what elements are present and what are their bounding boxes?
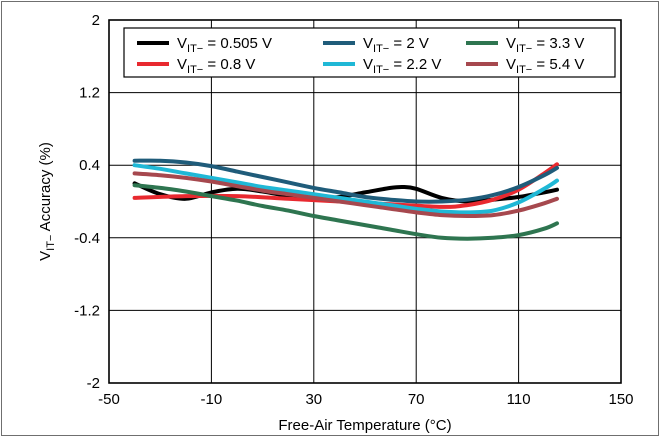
tick-labels: -50 -10 30 70 110 150 -2 -1.2 -0.4 0.4 1.2 2 — [74, 12, 633, 408]
y-axis-label-sub: IT− — [45, 235, 57, 251]
y-tick-label: 2 — [92, 12, 100, 29]
legend: VIT− = 0.505 V VIT− = 2 V VIT− = 3.3 VVIT−… — [123, 27, 616, 78]
series-line-5 — [132, 171, 559, 218]
x-tick-label: 150 — [608, 391, 633, 408]
series-line-2 — [132, 158, 559, 204]
y-axis-label-main: V — [37, 251, 54, 261]
legend-label-3: VIT− = 2.2 V — [363, 56, 441, 76]
x-tick-label: -10 — [201, 391, 223, 408]
y-tick-label: -2 — [87, 375, 100, 392]
x-tick-label: -50 — [98, 391, 120, 408]
plot-area-border — [108, 19, 622, 384]
y-tick-label: 0.4 — [79, 157, 100, 174]
x-axis-label: Free-Air Temperature (°C) — [278, 417, 451, 434]
y-tick-label: -1.2 — [74, 302, 100, 319]
legend-label-5: VIT− = 5.4 V — [506, 56, 584, 76]
y-axis-label-rest: Accuracy (%) — [37, 142, 54, 235]
legend-box — [123, 27, 616, 78]
x-tick-label: 30 — [305, 391, 322, 408]
legend-label-2: VIT− = 2 V — [363, 35, 429, 55]
x-tick-label: 110 — [507, 391, 531, 408]
grid-lines — [109, 20, 621, 383]
y-tick-label: 1.2 — [79, 85, 100, 102]
series-line-4 — [132, 183, 559, 241]
legend-label-0: VIT− = 0.505 V — [177, 35, 272, 55]
x-tick-label: 70 — [408, 391, 425, 408]
data-series — [132, 158, 559, 241]
y-tick-label: -0.4 — [74, 230, 100, 247]
y-axis-label: VIT− Accuracy (%) — [37, 142, 57, 261]
series-line-1 — [132, 162, 559, 209]
legend-label-1: VIT− = 0.8 V — [177, 56, 255, 76]
series-line-3 — [132, 163, 559, 215]
legend-label-4: VIT− = 3.3 V — [506, 35, 584, 55]
